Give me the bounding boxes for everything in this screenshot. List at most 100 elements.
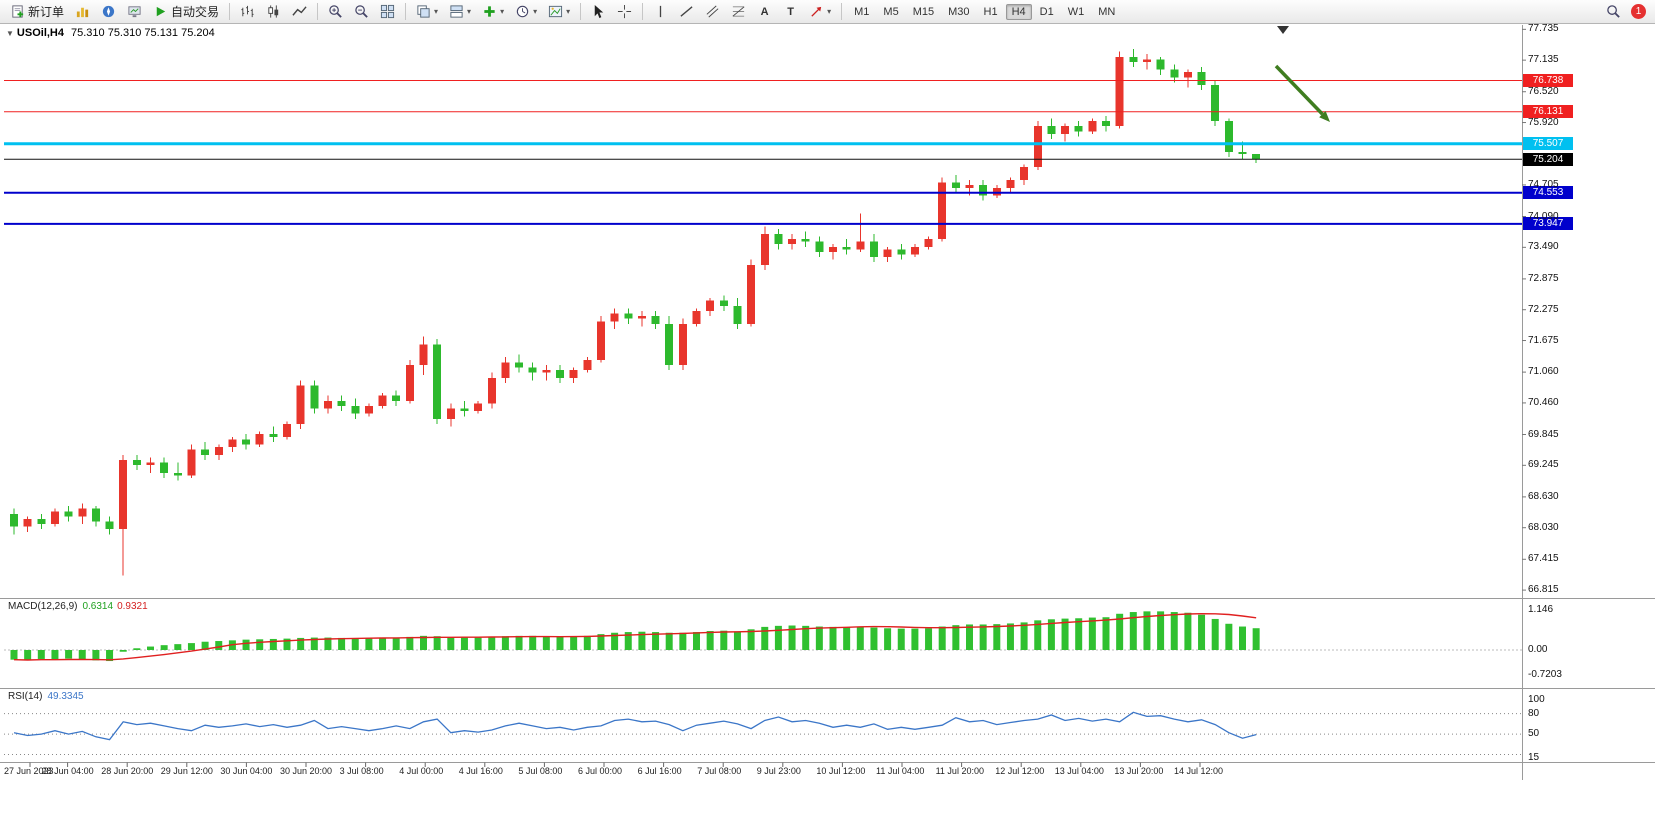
timeframe-MN[interactable]: MN bbox=[1098, 5, 1116, 18]
template-icon bbox=[548, 4, 563, 19]
candle-body bbox=[747, 264, 756, 324]
candle-body bbox=[569, 370, 578, 378]
new-order-label: 新订单 bbox=[28, 5, 65, 19]
macd-bar bbox=[24, 650, 32, 661]
zoom-out-button[interactable] bbox=[349, 1, 374, 23]
market-watch-button[interactable] bbox=[70, 1, 95, 23]
candle-body bbox=[665, 323, 674, 365]
macd-bar bbox=[406, 636, 414, 650]
candle-body bbox=[214, 447, 223, 455]
arrows-tool-button[interactable]: ▾ bbox=[804, 1, 836, 23]
timeframe-H4[interactable]: H4 bbox=[1005, 3, 1032, 20]
timeframe-H1[interactable]: H1 bbox=[983, 5, 998, 18]
candle-body bbox=[596, 321, 605, 360]
periods-button[interactable]: ▾ bbox=[510, 1, 542, 23]
label-tool-button[interactable]: T bbox=[778, 1, 803, 23]
macd-bar bbox=[911, 628, 919, 650]
search-button[interactable] bbox=[1601, 1, 1626, 23]
candle-body bbox=[173, 472, 182, 476]
notification-badge[interactable]: 1 bbox=[1631, 4, 1646, 19]
macd-bar bbox=[638, 631, 646, 650]
macd-bar bbox=[542, 636, 550, 650]
equidistant-channel-icon bbox=[705, 4, 720, 19]
timeframe-D1[interactable]: D1 bbox=[1039, 5, 1054, 18]
macd-bar bbox=[1047, 619, 1055, 650]
macd-bar bbox=[215, 641, 223, 650]
macd-bar bbox=[1211, 618, 1219, 650]
candle-body bbox=[64, 511, 73, 517]
candle-body bbox=[856, 241, 865, 250]
candle-body bbox=[869, 241, 878, 258]
macd-bar bbox=[774, 625, 782, 650]
candle-body bbox=[788, 239, 797, 245]
tile-windows-button[interactable] bbox=[375, 1, 400, 23]
zoom-in-button[interactable] bbox=[323, 1, 348, 23]
candle-body bbox=[1224, 121, 1233, 152]
navigator-button[interactable] bbox=[96, 1, 121, 23]
timeframe-M30[interactable]: M30 bbox=[948, 5, 970, 18]
candle-body bbox=[50, 511, 59, 525]
arrange-windows-button[interactable]: ▾ bbox=[444, 1, 476, 23]
candle-body bbox=[1115, 56, 1124, 127]
macd-bar bbox=[706, 631, 714, 650]
macd-bar bbox=[1225, 623, 1233, 650]
candle-body bbox=[392, 395, 401, 401]
macd-bar bbox=[761, 626, 769, 650]
terminal-button[interactable] bbox=[122, 1, 147, 23]
macd-bar bbox=[720, 630, 728, 650]
macd-bar bbox=[392, 637, 400, 650]
timeframe-M15[interactable]: M15 bbox=[912, 5, 935, 18]
crosshair-icon bbox=[617, 4, 632, 19]
cursor-icon bbox=[591, 4, 606, 19]
timeframe-W1[interactable]: W1 bbox=[1067, 5, 1085, 18]
line-chart-button[interactable] bbox=[287, 1, 312, 23]
macd-bar bbox=[447, 637, 455, 650]
macd-bar bbox=[1034, 620, 1042, 650]
macd-bar bbox=[788, 625, 796, 650]
toolbar-separator bbox=[405, 3, 407, 20]
candle-body bbox=[610, 313, 619, 322]
candle-body bbox=[1061, 126, 1070, 134]
channel-tool-button[interactable] bbox=[700, 1, 725, 23]
add-indicator-button[interactable]: ▾ bbox=[477, 1, 509, 23]
macd-bar bbox=[829, 626, 837, 650]
chevron-down-icon: ▾ bbox=[500, 6, 505, 16]
macd-bar bbox=[966, 624, 973, 650]
vertical-line-tool-button[interactable] bbox=[648, 1, 673, 23]
new-order-button[interactable]: 新订单 bbox=[5, 1, 69, 23]
candle-body bbox=[515, 362, 524, 368]
candle-body bbox=[842, 246, 851, 250]
candle-body bbox=[706, 300, 715, 311]
trendline-tool-button[interactable] bbox=[674, 1, 699, 23]
candle-body bbox=[91, 508, 100, 522]
candle-body bbox=[405, 364, 414, 401]
macd-histogram bbox=[10, 611, 1260, 662]
macd-bar bbox=[474, 637, 482, 650]
candle-body bbox=[1047, 126, 1056, 134]
trend-arrow-head[interactable] bbox=[1319, 111, 1330, 122]
macd-bar bbox=[51, 650, 59, 661]
macd-bar bbox=[1198, 614, 1206, 650]
candle-body bbox=[1006, 180, 1015, 188]
macd-bar bbox=[1239, 626, 1246, 650]
macd-bar bbox=[570, 636, 578, 650]
cascade-windows-button[interactable]: ▾ bbox=[411, 1, 443, 23]
candle-body bbox=[283, 423, 291, 437]
timeframe-M5[interactable]: M5 bbox=[883, 5, 899, 18]
macd-bar bbox=[269, 638, 277, 650]
candlestick-chart-button[interactable] bbox=[261, 1, 286, 23]
crosshair-tool-button[interactable] bbox=[612, 1, 637, 23]
timeframe-M1[interactable]: M1 bbox=[854, 5, 870, 18]
toolbar-separator bbox=[841, 3, 843, 20]
candle-body bbox=[651, 316, 660, 324]
bar-chart-button[interactable] bbox=[235, 1, 260, 23]
fibonacci-tool-button[interactable] bbox=[726, 1, 751, 23]
autotrading-button[interactable]: 自动交易 bbox=[148, 1, 224, 23]
cursor-tool-button[interactable] bbox=[586, 1, 611, 23]
templates-button[interactable]: ▾ bbox=[543, 1, 575, 23]
macd-bar bbox=[1252, 628, 1260, 650]
candle-body bbox=[1211, 85, 1220, 121]
chart-shift-marker bbox=[1277, 26, 1289, 34]
macd-bar bbox=[1157, 611, 1165, 650]
text-tool-button[interactable]: A bbox=[752, 1, 777, 23]
